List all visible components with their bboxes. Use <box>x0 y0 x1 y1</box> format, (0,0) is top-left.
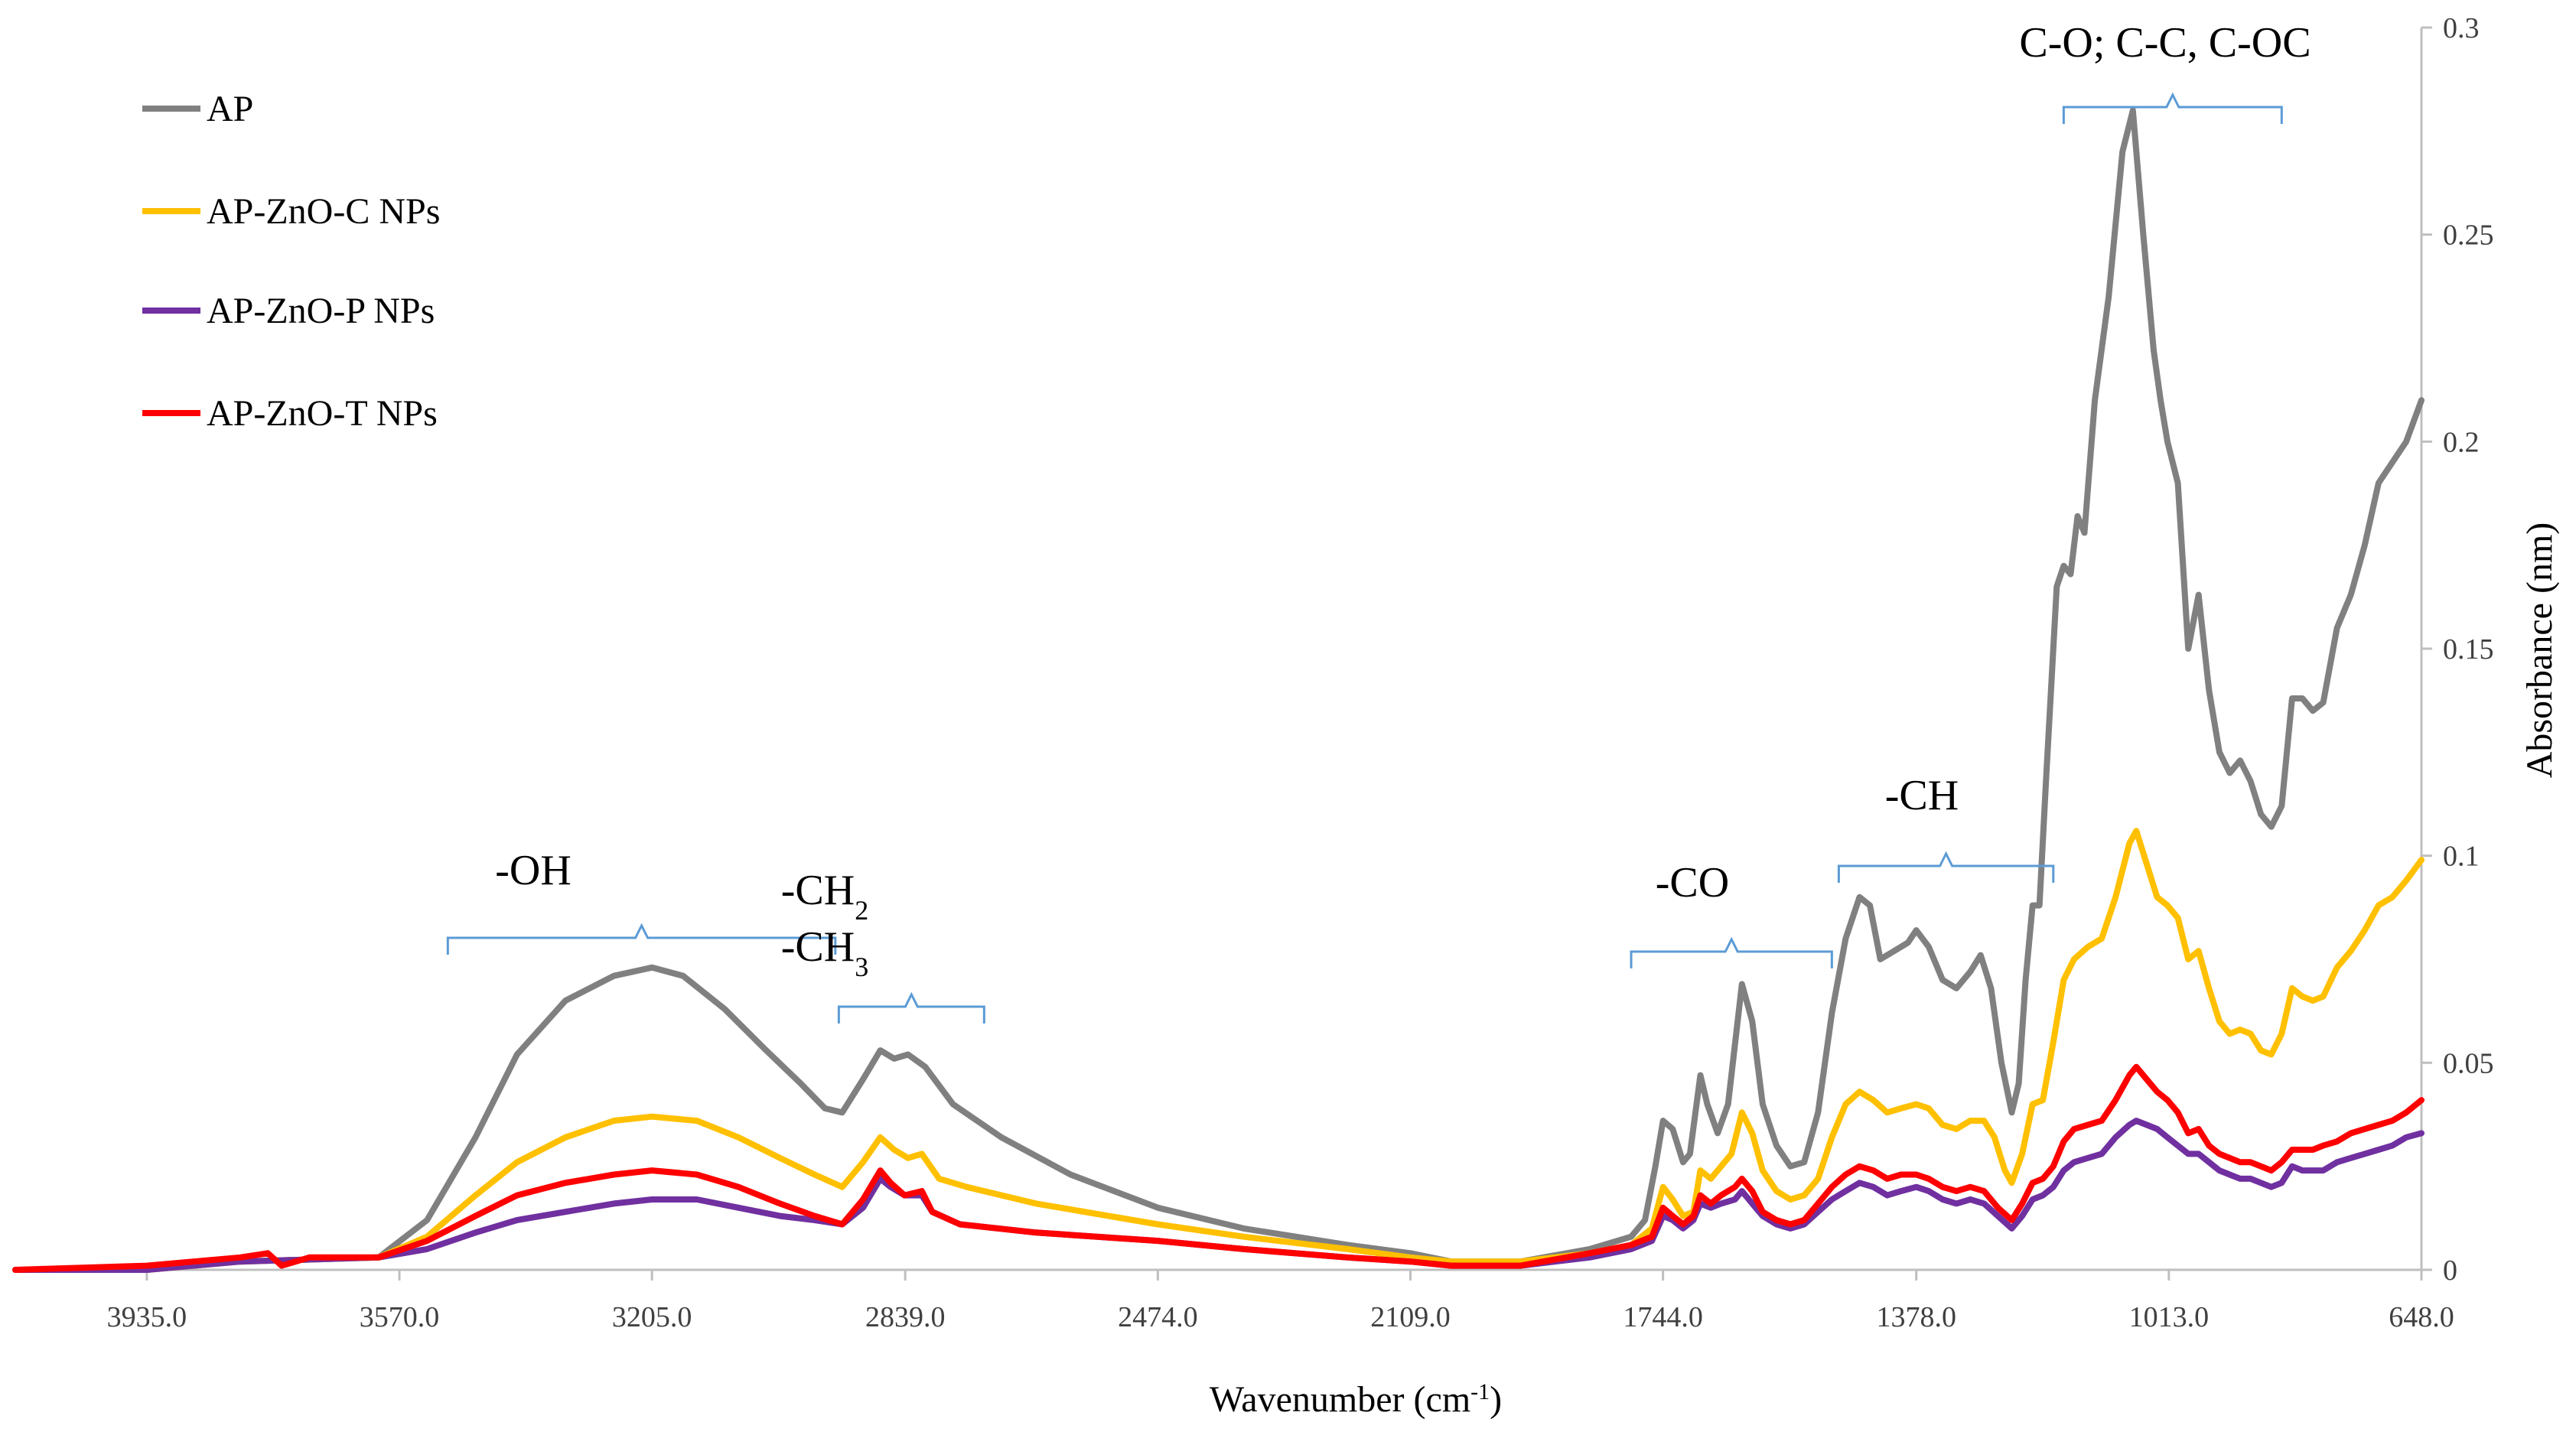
series-line-ap-zno-t-nps <box>12 1063 2425 1273</box>
legend-item: AP-ZnO-P NPs <box>142 291 435 331</box>
bracket-ch <box>1837 851 2055 883</box>
annotation-oh: -OH <box>495 847 572 894</box>
series-line-ap <box>12 107 2425 1273</box>
y-tick-label: 0.05 <box>2443 1047 2494 1079</box>
bracket-co <box>1630 936 1833 968</box>
y-axis-title: Absorbance (nm) <box>2519 522 2560 779</box>
annotation-ch: -CH <box>1885 772 1959 819</box>
annotation-co: -CO <box>1656 859 1729 906</box>
annotation-ch2: -CH2 <box>781 867 868 926</box>
x-tick-label: 1378.0 <box>1876 1301 1956 1333</box>
y-tick-label: 0.25 <box>2443 220 2494 252</box>
y-tick-label: 0 <box>2443 1255 2457 1287</box>
legend-item: AP <box>142 89 253 129</box>
x-tick-label: 648.0 <box>2389 1301 2454 1333</box>
y-tick-label: 0.1 <box>2443 841 2480 873</box>
y-tick-label: 0.2 <box>2443 426 2480 458</box>
annotation-ch3: -CH3 <box>781 923 868 982</box>
x-tick-label: 2839.0 <box>865 1301 946 1333</box>
series-layer <box>12 107 2425 1273</box>
x-tick-label: 2474.0 <box>1118 1301 1198 1333</box>
x-tick-label: 1013.0 <box>2129 1301 2210 1333</box>
y-tick-label: 0.15 <box>2443 633 2494 666</box>
legend-item: AP-ZnO-C NPs <box>142 191 440 232</box>
series-line-ap-zno-c-nps <box>12 828 2425 1273</box>
legend: AP AP-ZnO-C NPs AP-ZnO-P NPs AP-ZnO-T NP… <box>142 89 440 434</box>
y-axis-ticks: 0 0.05 0.1 0.15 0.2 0.25 0.3 <box>2421 12 2494 1287</box>
y-tick-label: 0.3 <box>2443 12 2480 44</box>
x-tick-label: 2109.0 <box>1370 1301 1451 1333</box>
bracket-ch23 <box>837 991 985 1024</box>
x-axis-title: Wavenumber (cm-1) <box>1210 1379 1502 1421</box>
x-tick-label: 1744.0 <box>1623 1301 1703 1333</box>
x-tick-label: 3205.0 <box>612 1301 692 1333</box>
bracket-oh <box>446 923 837 955</box>
bracket-coc <box>2062 92 2283 124</box>
annotation-coc: C-O; C-C, C-OC <box>2019 19 2311 67</box>
legend-label: AP-ZnO-P NPs <box>207 291 435 331</box>
x-tick-label: 3570.0 <box>360 1301 440 1333</box>
x-axis-ticks: 3935.0 3570.0 3205.0 2839.0 2474.0 2109.0 1744… <box>107 1270 2454 1333</box>
legend-label: AP <box>207 89 253 129</box>
legend-item: AP-ZnO-T NPs <box>142 393 438 434</box>
bracket-layer <box>446 92 2283 1024</box>
legend-label: AP-ZnO-T NPs <box>207 393 438 434</box>
legend-label: AP-ZnO-C NPs <box>207 191 440 232</box>
series-line-ap-zno-p-nps <box>12 1118 2425 1273</box>
x-tick-label: 3935.0 <box>107 1301 187 1333</box>
